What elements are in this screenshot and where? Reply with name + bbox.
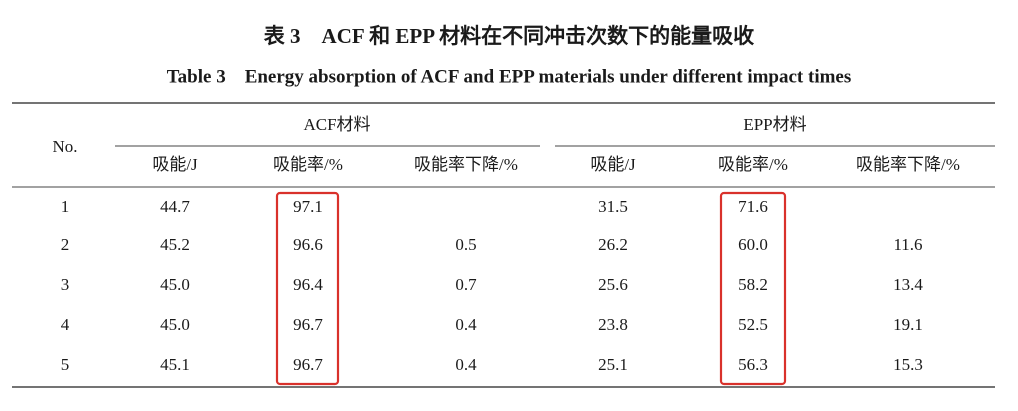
title-en: Table 3 Energy absorption of ACF and EPP… — [167, 66, 852, 87]
cell: 45.1 — [160, 355, 190, 374]
cell: 31.5 — [598, 197, 628, 216]
cell: 19.1 — [893, 315, 923, 334]
cell: 0.7 — [455, 275, 477, 294]
highlight-box — [719, 191, 787, 386]
column-header: 吸能/J — [590, 155, 636, 174]
cell: 25.6 — [598, 275, 628, 294]
cell: 71.6 — [738, 197, 768, 216]
row-number: 4 — [61, 315, 70, 334]
group-header: ACF材料 — [303, 115, 370, 134]
cell: 45.2 — [160, 235, 190, 254]
cell: 96.6 — [293, 235, 323, 254]
title-zh: 表 3 ACF 和 EPP 材料在不同冲击次数下的能量吸收 — [264, 24, 754, 48]
cell: 60.0 — [738, 235, 768, 254]
cell: 23.8 — [598, 315, 628, 334]
column-header: 吸能率下降/% — [414, 155, 518, 174]
cell: 56.3 — [738, 355, 768, 374]
row-header: No. — [52, 137, 77, 156]
column-header: 吸能/J — [152, 155, 198, 174]
cell: 96.4 — [293, 275, 323, 294]
cell: 11.6 — [893, 235, 922, 254]
cell: 58.2 — [738, 275, 768, 294]
cell: 15.3 — [893, 355, 923, 374]
cell: 25.1 — [598, 355, 628, 374]
row-number: 3 — [61, 275, 70, 294]
highlight-box — [275, 191, 340, 386]
cell: 97.1 — [293, 197, 323, 216]
row-number: 5 — [61, 355, 70, 374]
cell: 13.4 — [893, 275, 923, 294]
column-header: 吸能率/% — [718, 155, 788, 174]
row-number: 2 — [61, 235, 70, 254]
group-header: EPP材料 — [743, 115, 806, 134]
cell: 0.4 — [455, 315, 477, 334]
row-number: 1 — [61, 197, 70, 216]
cell: 44.7 — [160, 197, 190, 216]
cell: 96.7 — [293, 355, 323, 374]
column-header: 吸能率下降/% — [856, 155, 960, 174]
cell: 45.0 — [160, 315, 190, 334]
cell: 52.5 — [738, 315, 768, 334]
cell: 0.5 — [455, 235, 476, 254]
cell: 0.4 — [455, 355, 477, 374]
cell: 45.0 — [160, 275, 190, 294]
cell: 26.2 — [598, 235, 628, 254]
column-header: 吸能率/% — [273, 155, 343, 174]
cell: 96.7 — [293, 315, 323, 334]
